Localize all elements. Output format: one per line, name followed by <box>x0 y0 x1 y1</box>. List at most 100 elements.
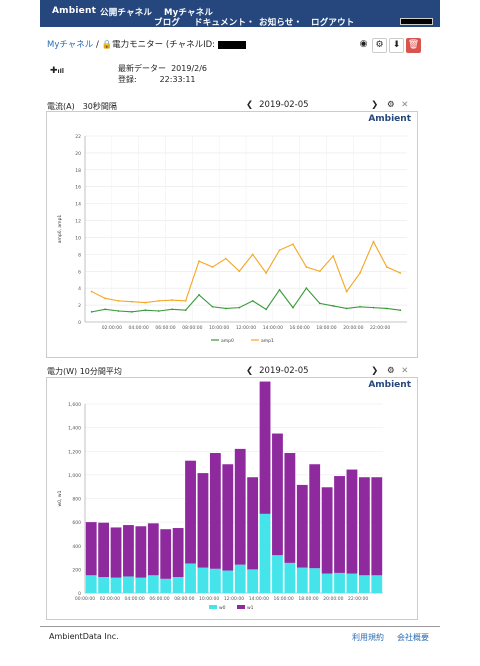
nav-docs[interactable]: ドキュメント・ <box>194 18 255 28</box>
data-point-amp1 <box>171 299 174 301</box>
data-point-amp1 <box>305 266 308 268</box>
nav-news[interactable]: お知らせ・ <box>259 18 303 28</box>
nav-logout[interactable]: ログアウト <box>311 18 355 28</box>
legend-swatch-w0 <box>209 605 217 609</box>
panel1-date[interactable]: 2019-02-05 <box>259 100 309 110</box>
bar-w1 <box>123 525 134 577</box>
prev-day-icon[interactable]: ❮ <box>246 366 254 376</box>
x-tick-label: 04:00:00 <box>129 325 149 331</box>
brand-logo[interactable]: Ambient <box>52 6 97 16</box>
channel-title: 電力モニター (チャネルID: <box>112 40 216 50</box>
data-point-amp0 <box>278 288 281 291</box>
nav-public-channels[interactable]: 公開チャネル <box>100 8 153 18</box>
footer-terms-link[interactable]: 利用規約 <box>352 633 384 642</box>
data-point-amp0 <box>224 307 227 310</box>
bar-w1 <box>160 529 172 579</box>
bar-w0 <box>209 568 221 593</box>
crumb-my-channels[interactable]: Myチャネル <box>47 40 94 50</box>
data-point-amp0 <box>251 299 254 302</box>
bar-w0 <box>296 567 308 593</box>
lock-icon: 🔒 <box>101 40 113 50</box>
bar-w1 <box>272 433 283 556</box>
next-day-icon[interactable]: ❯ <box>371 366 379 376</box>
panel2-close-icon[interactable]: ✕ <box>401 366 409 376</box>
crumb-separator: / <box>95 40 99 50</box>
y-tick-label: 200 <box>72 567 81 573</box>
add-chart-icon[interactable]: ✚ıIl <box>50 66 64 76</box>
bar-w0 <box>334 572 345 593</box>
bar-w0 <box>321 573 333 593</box>
y-tick-label: 4 <box>78 286 81 292</box>
y-tick-label: 800 <box>72 497 81 503</box>
y-axis-label: amp0, amp1 <box>57 215 63 244</box>
data-point-amp0 <box>399 309 402 312</box>
data-point-amp0 <box>144 309 147 312</box>
x-tick-label: 18:00:00 <box>316 325 336 331</box>
eye-icon[interactable]: ◉ <box>356 38 371 53</box>
bar-w1 <box>371 477 383 576</box>
download-icon[interactable]: ⬇ <box>389 38 404 53</box>
bar-w0 <box>371 575 383 593</box>
nav-blog[interactable]: ブログ <box>154 18 181 28</box>
bar-w1 <box>185 460 196 564</box>
footer-company: AmbientData Inc. <box>49 632 119 641</box>
data-point-amp0 <box>359 305 361 308</box>
panel2-date[interactable]: 2019-02-05 <box>259 366 309 376</box>
data-point-amp1 <box>90 290 93 293</box>
bar-w0 <box>98 577 110 593</box>
y-axis-label: w0, w1 <box>57 490 63 506</box>
x-tick-label: 04:00:00 <box>125 596 145 602</box>
panel1-close-icon[interactable]: ✕ <box>401 100 409 110</box>
reg-label: 登録: <box>118 75 137 84</box>
legend-label-amp1: amp1 <box>261 338 274 344</box>
data-point-amp0 <box>332 305 335 307</box>
latest-date: 2019/2/6 <box>171 64 208 73</box>
bar-w1 <box>284 453 296 563</box>
data-point-amp1 <box>224 257 227 260</box>
legend-label-w1: w1 <box>247 605 254 611</box>
y-tick-label: 14 <box>75 202 81 208</box>
data-point-amp1 <box>372 240 375 243</box>
y-tick-label: 22 <box>75 134 81 140</box>
legend-label-w0: w0 <box>219 605 226 611</box>
panel1-gear-icon[interactable]: ⚙ <box>386 100 395 110</box>
panel2-gear-icon[interactable]: ⚙ <box>386 366 395 376</box>
data-point-amp0 <box>372 306 375 309</box>
data-point-amp1 <box>278 249 281 252</box>
x-tick-label: 22:00:00 <box>348 596 368 602</box>
x-tick-label: 16:00:00 <box>290 325 310 331</box>
bar-w0 <box>135 577 147 593</box>
bar-w0 <box>123 576 134 593</box>
footer-about-link[interactable]: 会社概要 <box>397 633 429 642</box>
bar-w1 <box>197 473 209 568</box>
data-point-amp0 <box>131 310 133 313</box>
gear-icon[interactable]: ⚙ <box>372 38 387 53</box>
data-point-amp0 <box>292 306 294 309</box>
nav-my-channels[interactable]: Myチャネル <box>164 8 214 18</box>
bar-w0 <box>346 573 358 593</box>
bar-w1 <box>172 528 184 578</box>
reg-time: 22:33:11 <box>159 75 196 84</box>
bar-w0 <box>358 575 370 593</box>
panel1-title: 電流(A) 30秒間隔 <box>47 102 117 111</box>
x-tick-label: 14:00:00 <box>263 325 283 331</box>
panel1-date-control: ❮ 2019-02-05 ❯ ⚙ ✕ <box>246 100 408 110</box>
trash-icon[interactable]: 🗑 <box>406 38 421 53</box>
latest-label: 最新データー <box>118 64 166 73</box>
x-tick-label: 20:00:00 <box>343 325 363 331</box>
bar-w1 <box>209 453 221 569</box>
bar-w0 <box>309 568 321 593</box>
data-point-amp0 <box>198 294 200 296</box>
next-day-icon[interactable]: ❯ <box>371 100 379 110</box>
y-tick-label: 400 <box>72 544 81 550</box>
bar-w1 <box>247 477 259 570</box>
bar-w1 <box>135 526 147 578</box>
prev-day-icon[interactable]: ❮ <box>246 100 254 110</box>
panel2-chart: Ambient 0 200 400 600 800 1,000 1,200 1,400 1,60… <box>46 377 418 620</box>
legend-label-amp0: amp0 <box>221 338 234 344</box>
x-tick-label: 12:00:00 <box>236 325 256 331</box>
redacted-channel-id <box>217 40 246 49</box>
bar-w0 <box>247 569 259 593</box>
y-tick-label: 1,000 <box>68 473 81 479</box>
x-tick-label: 16:00:00 <box>274 596 294 602</box>
